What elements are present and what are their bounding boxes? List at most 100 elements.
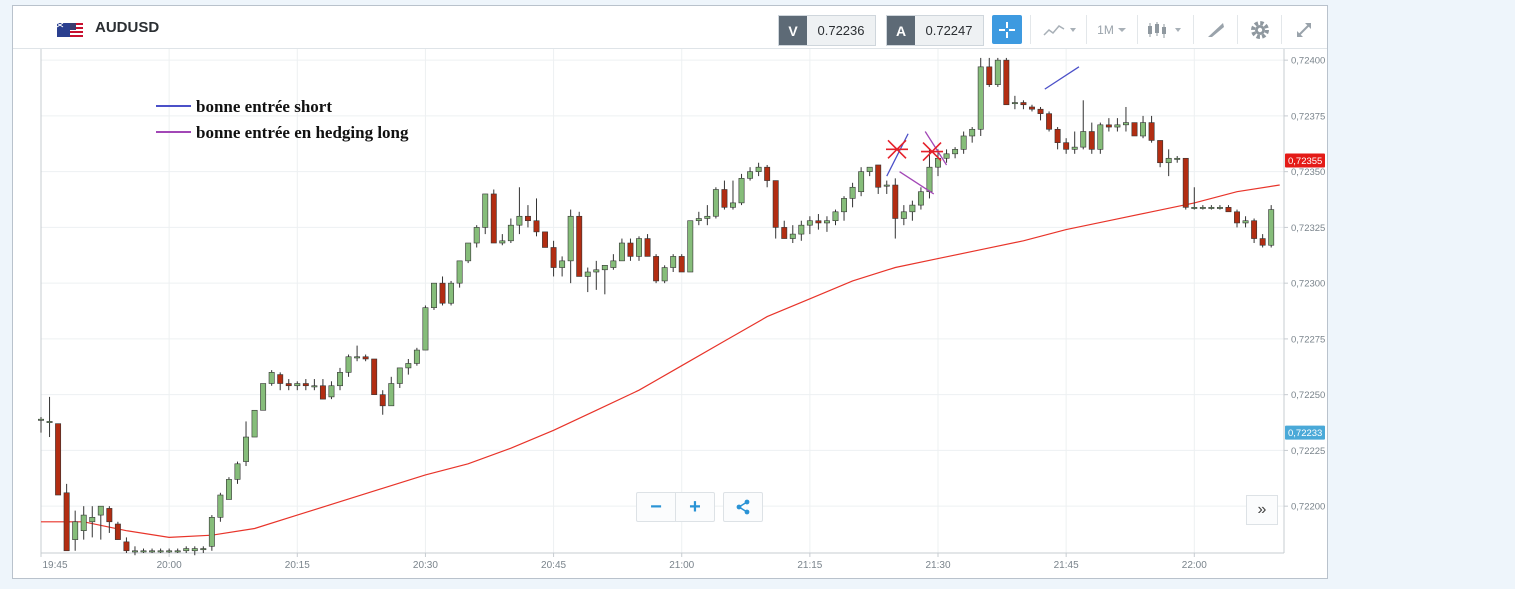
zoom-in-button[interactable]: + [689,495,701,518]
candle [277,372,284,391]
bear-candle-body [439,282,446,304]
candle [883,180,890,194]
candle [841,196,847,221]
bull-candle-body [610,260,617,268]
bear-candle-body [1037,108,1044,114]
share-controls [723,492,763,522]
bear-candle-body [542,231,548,248]
bull-candle-body [456,260,463,284]
bull-candle-body [636,238,642,257]
bear-candle-body [772,180,779,228]
candle [1097,122,1104,154]
drawing-tool-button[interactable] [1201,15,1231,44]
candle [38,416,44,433]
y-tick-label: 0,72375 [1291,111,1325,122]
price-tag-label: 0,72233 [1288,428,1322,439]
bid-quote[interactable]: V 0.72236 [778,15,876,46]
candle [687,220,694,273]
bull-candle-body [174,550,181,553]
candle [337,367,343,391]
crosshair-button[interactable] [992,15,1022,44]
bull-candle-body [388,383,395,407]
candle [994,57,1001,87]
candles-button[interactable] [1143,15,1187,44]
bull-candle-body [593,269,600,273]
candle [63,483,70,552]
bear-candle-body [1157,140,1164,164]
candle [858,167,865,197]
candle [1259,234,1266,248]
bull-candle-body [157,550,164,553]
candle [516,187,523,235]
candle [1140,115,1146,139]
candle [46,396,53,438]
bear-candle-body [533,220,540,233]
candle [1080,100,1087,150]
hedge-entry-mark [899,171,935,195]
settings-button[interactable] [1245,15,1275,44]
ask-quote[interactable]: A 0.72247 [886,15,984,46]
candle [132,546,138,556]
candle [1020,100,1027,110]
bull-candle-body [567,215,574,262]
candle [89,506,96,538]
bull-candle-body [140,550,147,553]
candle [1029,104,1035,112]
bull-candle-body [225,479,232,500]
bull-candle-body [311,385,318,388]
candle [542,231,548,248]
candlestick-chart[interactable]: 19:45 20:00 20:15 20:30 20:45 21:00 21:15 21:30… [13,6,1329,580]
bull-candle-body [499,240,506,244]
bear-candle-body [1054,128,1061,143]
bull-candle-body [345,356,352,373]
bull-candle-body [217,494,224,518]
candle [285,379,292,391]
candle [525,205,531,228]
timeframe-button[interactable]: 1M [1093,15,1131,44]
x-tick-label: 20:15 [285,560,310,571]
bear-candle-body [1234,211,1240,224]
fullscreen-icon [1297,22,1311,37]
bull-candle-body [448,282,455,304]
bear-candle-body [490,193,497,244]
candle [243,421,249,467]
bull-candle-body [328,385,335,398]
gear-icon [1251,20,1269,39]
bull-candle-body [977,66,984,130]
candle [610,254,617,270]
chart-type-button[interactable] [1040,15,1080,44]
bull-candle-body [1174,157,1181,160]
candle [798,220,805,241]
share-button[interactable] [724,493,762,521]
bear-candle-body [525,215,531,222]
entry-star-short [886,139,909,159]
bull-candle-body [1123,122,1129,126]
bull-candle-body [46,421,53,423]
bear-candle-body [1225,207,1232,213]
candle [943,149,950,163]
candle [1165,149,1172,177]
bull-candle-body [858,171,865,193]
ask-tag: A [887,16,915,45]
bear-candle-body [302,383,309,387]
bid-tag: V [779,16,807,45]
bull-candle-body [798,224,805,235]
candle [730,180,736,210]
timeframe-label: 1M [1097,22,1114,37]
zoom-out-button[interactable]: − [637,493,676,521]
y-tick-label: 0,72250 [1291,390,1325,401]
bull-candle-body [866,166,873,172]
candle [225,477,232,500]
candle [490,189,497,244]
bull-candle-body [507,224,514,242]
candle [1157,140,1164,168]
bull-candle-body [559,260,566,268]
bear-candle-body [576,215,583,277]
bull-candle-body [909,204,916,213]
scroll-to-latest-button[interactable]: » [1246,495,1278,525]
candle [789,225,796,244]
bull-candle-body [166,550,173,553]
bear-candle-body [550,247,557,268]
bear-candle-body [781,227,788,239]
fullscreen-button[interactable] [1289,15,1319,44]
